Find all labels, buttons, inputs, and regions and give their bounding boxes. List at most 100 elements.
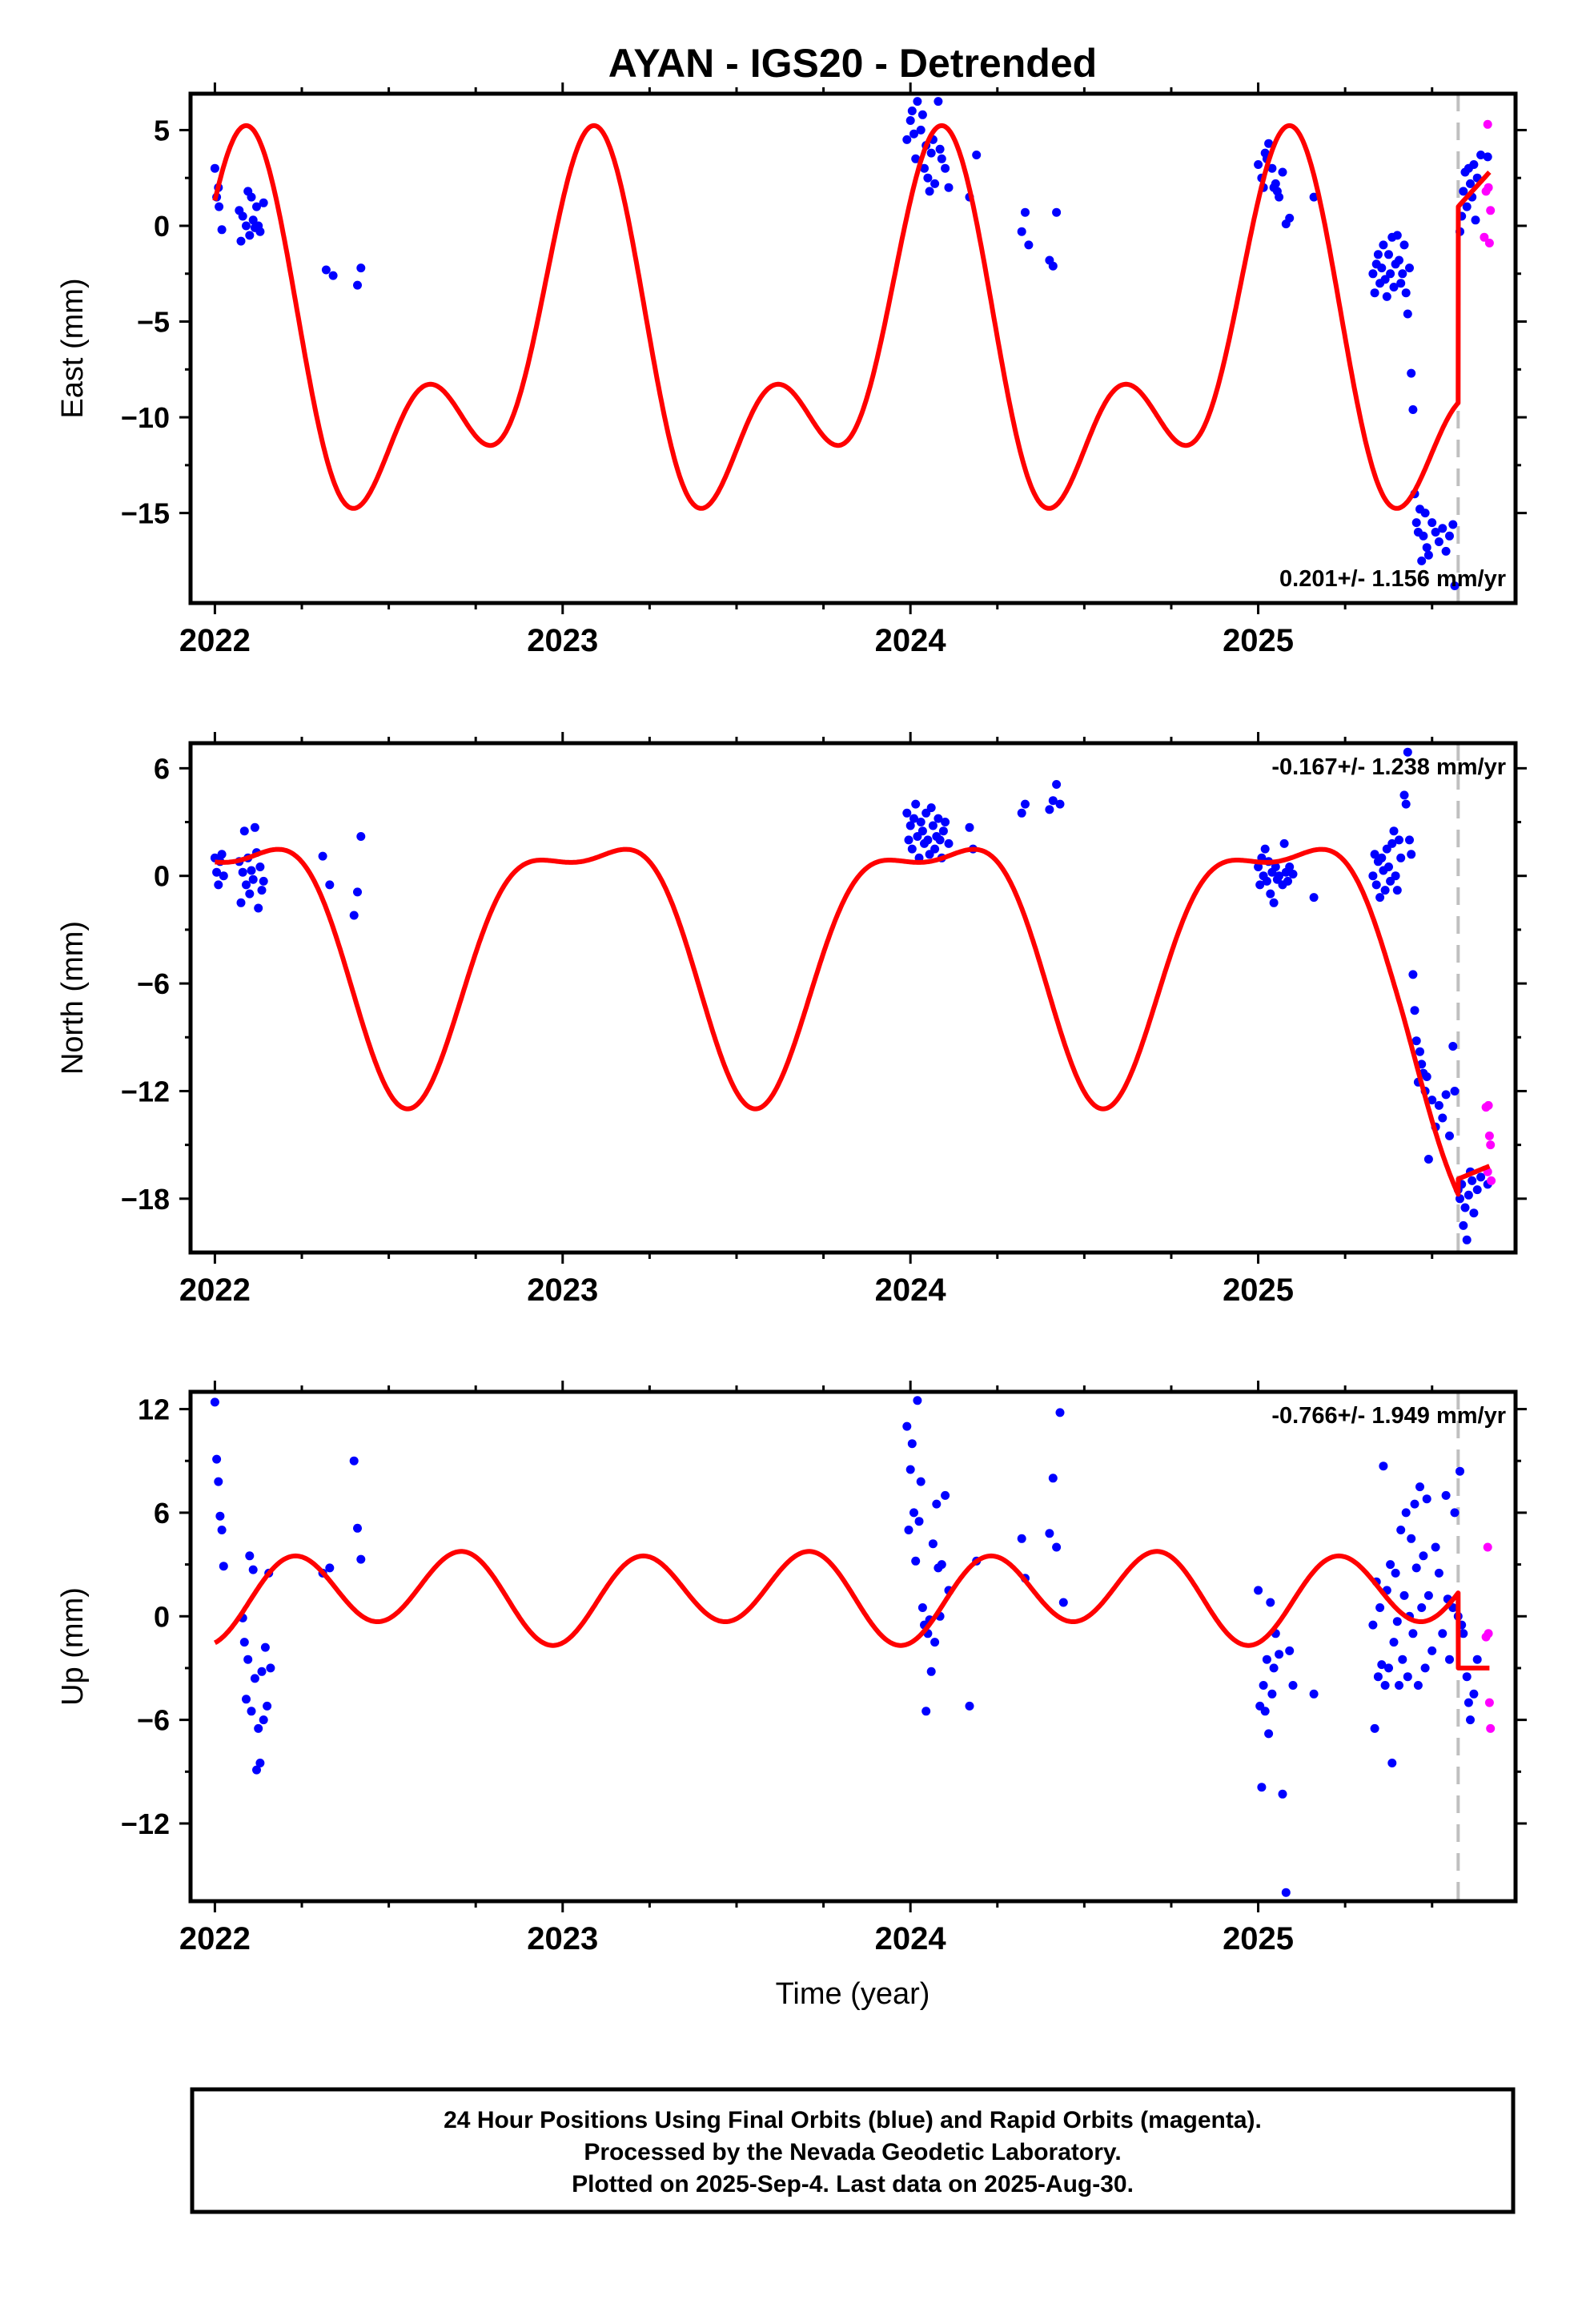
east-panel: 2022 2023 2024 2025 5 0 −5 −10 −15 East (mm) 0.201… — [56, 82, 1527, 658]
final-orbit-point — [1052, 207, 1062, 217]
final-orbit-point — [1368, 269, 1378, 279]
final-orbit-point — [1456, 1466, 1464, 1476]
final-orbit-point — [1392, 1617, 1402, 1626]
rapid-orbit-point — [1480, 232, 1489, 242]
final-orbit-point — [1399, 1590, 1409, 1600]
final-orbit-point — [937, 1560, 946, 1570]
final-orbit-point — [920, 163, 929, 173]
final-orbit-point — [1462, 1672, 1472, 1682]
final-orbit-point — [1445, 1131, 1454, 1140]
final-orbit-point — [1269, 1663, 1279, 1673]
north-points — [210, 747, 1496, 1244]
final-orbit-point — [214, 880, 223, 890]
final-orbit-point — [911, 1556, 921, 1566]
final-orbit-point — [257, 886, 267, 895]
final-orbit-point — [242, 221, 251, 231]
final-orbit-point — [356, 1554, 366, 1564]
up-y-axis-label: Up (mm) — [56, 1587, 90, 1706]
final-orbit-point — [1395, 255, 1403, 265]
final-orbit-point — [1266, 889, 1275, 899]
final-orbit-point — [1423, 1590, 1433, 1600]
final-orbit-point — [1271, 862, 1280, 871]
final-orbit-point — [318, 851, 327, 861]
final-orbit-point — [1254, 1586, 1263, 1595]
final-orbit-point — [325, 1563, 335, 1573]
final-orbit-point — [1399, 240, 1409, 250]
final-orbit-point — [1045, 805, 1054, 814]
final-orbit-point — [321, 265, 331, 275]
final-orbit-point — [1407, 850, 1416, 859]
y-tick-label: 12 — [138, 1393, 170, 1426]
final-orbit-point — [909, 814, 918, 823]
final-orbit-point — [1395, 1681, 1403, 1690]
final-orbit-point — [1438, 524, 1447, 533]
final-orbit-point — [255, 1759, 265, 1767]
final-orbit-point — [1392, 231, 1402, 240]
final-orbit-point — [1048, 796, 1058, 806]
north-panel: 2022 2023 2024 2025 6 0 −6 −12 −18 North (mm) -0.1… — [56, 732, 1527, 1308]
final-orbit-point — [1459, 187, 1468, 196]
final-orbit-point — [902, 1421, 912, 1431]
final-orbit-point — [1017, 808, 1026, 818]
y-tick-label: 6 — [154, 1497, 170, 1530]
final-orbit-point — [1462, 202, 1472, 211]
final-orbit-point — [1055, 1408, 1065, 1417]
final-orbit-point — [1384, 1663, 1393, 1673]
final-orbit-point — [923, 173, 933, 183]
x-tick-label: 2024 — [875, 1921, 947, 1956]
final-orbit-point — [1427, 1096, 1437, 1105]
final-orbit-point — [1052, 780, 1062, 789]
y-tick-label: 0 — [154, 1600, 170, 1633]
final-orbit-point — [916, 125, 926, 135]
final-orbit-point — [1395, 835, 1403, 845]
rapid-orbit-point — [1484, 1629, 1493, 1638]
final-orbit-point — [1260, 1707, 1270, 1716]
y-tick-label: −15 — [121, 497, 170, 530]
final-orbit-point — [902, 135, 912, 144]
final-orbit-point — [1389, 826, 1399, 836]
final-orbit-point — [1398, 269, 1407, 279]
final-orbit-point — [909, 1508, 918, 1518]
final-orbit-point — [1017, 1534, 1026, 1543]
final-orbit-point — [1267, 1689, 1277, 1699]
east-plot-frame — [188, 91, 1518, 605]
final-orbit-point — [935, 144, 945, 154]
final-orbit-point — [1401, 288, 1411, 298]
final-orbit-point — [1264, 139, 1274, 148]
final-orbit-point — [1262, 876, 1271, 886]
final-orbit-point — [934, 97, 943, 107]
final-orbit-point — [1396, 1526, 1406, 1534]
final-orbit-point — [1285, 213, 1295, 223]
final-orbit-point — [236, 898, 246, 907]
final-orbit-point — [353, 887, 362, 897]
final-orbit-point — [1441, 1090, 1451, 1100]
final-orbit-point — [1411, 518, 1421, 528]
final-orbit-point — [1434, 1568, 1443, 1578]
final-orbit-point — [219, 871, 228, 881]
x-tick-label: 2022 — [179, 623, 251, 658]
final-orbit-point — [1410, 1006, 1419, 1015]
final-orbit-point — [904, 835, 913, 845]
final-orbit-point — [1391, 871, 1400, 881]
final-orbit-point — [1469, 1689, 1479, 1699]
final-orbit-point — [926, 803, 936, 813]
final-orbit-point — [1392, 886, 1402, 895]
final-orbit-point — [1427, 518, 1437, 528]
final-orbit-point — [1377, 1660, 1387, 1670]
final-orbit-point — [242, 1695, 251, 1704]
final-orbit-point — [1017, 227, 1026, 236]
final-orbit-point — [1309, 1689, 1319, 1699]
final-orbit-point — [214, 1477, 223, 1486]
final-orbit-point — [1399, 790, 1409, 800]
final-orbit-point — [254, 1723, 263, 1733]
final-orbit-point — [1464, 1190, 1473, 1200]
final-orbit-point — [1434, 1100, 1443, 1110]
final-orbit-point — [934, 814, 943, 823]
final-orbit-point — [325, 880, 335, 890]
final-orbit-point — [356, 263, 366, 273]
final-orbit-point — [1379, 240, 1388, 250]
final-orbit-point — [965, 822, 974, 832]
final-orbit-point — [1048, 261, 1058, 271]
final-orbit-point — [1420, 509, 1430, 518]
final-orbit-point — [1275, 871, 1284, 881]
